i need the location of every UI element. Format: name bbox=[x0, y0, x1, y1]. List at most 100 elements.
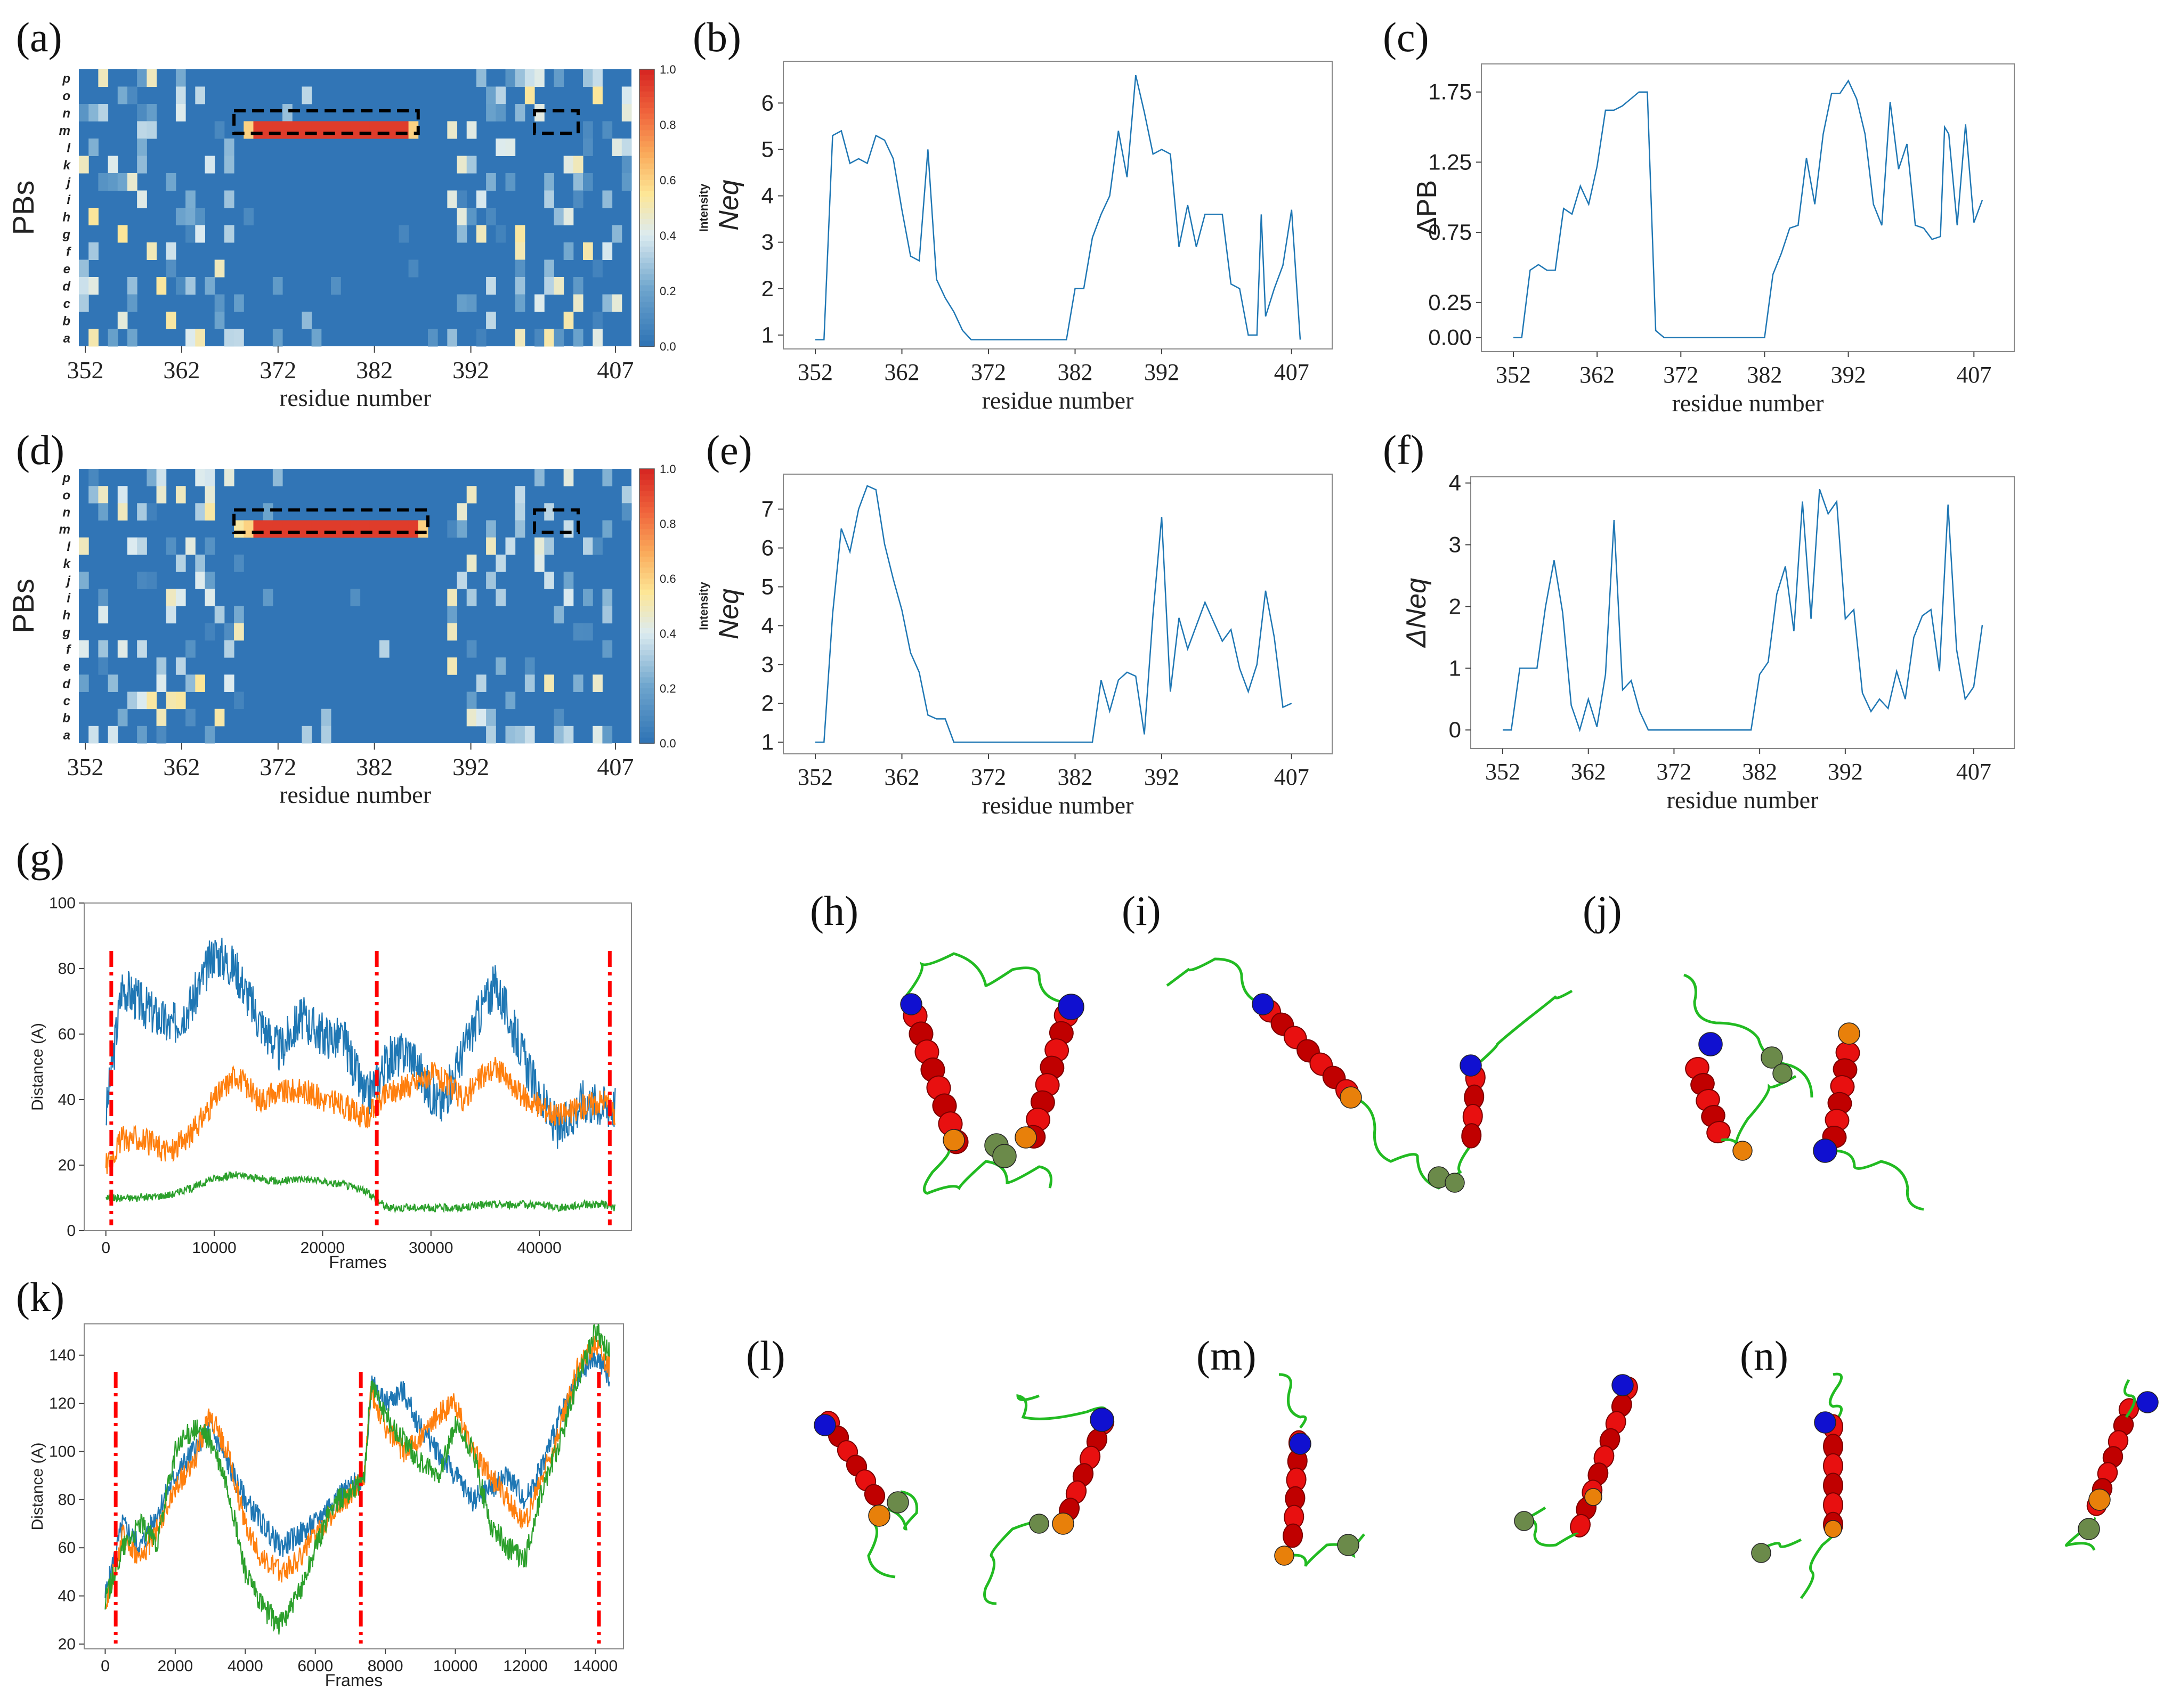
heatmap-cell bbox=[88, 208, 99, 225]
colorbar-segment bbox=[639, 682, 654, 689]
atom-blue bbox=[1813, 1138, 1837, 1163]
colorbar-segment bbox=[639, 704, 654, 711]
heatmap-cell bbox=[573, 623, 583, 641]
heatmap-cell bbox=[137, 726, 147, 744]
y-axis-label: PBs bbox=[6, 181, 40, 235]
heatmap-cell bbox=[292, 520, 302, 538]
colorbar-segment bbox=[639, 235, 654, 242]
heatmap-cell bbox=[573, 674, 583, 692]
colorbar-segment bbox=[639, 715, 654, 722]
heatmap-cell bbox=[205, 486, 215, 503]
x-tick-label: 362 bbox=[163, 356, 200, 384]
colorbar-segment bbox=[639, 639, 654, 645]
heatmap-cell bbox=[137, 156, 147, 174]
heatmap-cell bbox=[544, 537, 554, 555]
y-tick-label: b bbox=[62, 314, 70, 328]
heatmap-cell bbox=[234, 623, 244, 641]
heatmap-cell bbox=[117, 312, 128, 329]
heatmap-cell bbox=[583, 121, 593, 139]
heatmap-cell bbox=[224, 156, 234, 174]
coil bbox=[1166, 957, 1263, 1006]
y-tick-label: 1.25 bbox=[1428, 149, 1472, 174]
colorbar-segment bbox=[639, 628, 654, 634]
heatmap-cell bbox=[602, 520, 613, 538]
y-tick-label: d bbox=[62, 279, 71, 294]
y-tick-label: a bbox=[63, 331, 70, 346]
colorbar-segment bbox=[639, 677, 654, 684]
series-orange bbox=[105, 1056, 616, 1174]
heatmap-cell bbox=[593, 69, 603, 87]
colorbar-segment bbox=[639, 672, 654, 678]
heatmap-cell bbox=[331, 121, 341, 139]
heatmap-cell bbox=[205, 726, 215, 744]
heatmap-cell bbox=[166, 692, 176, 710]
heatmap-cell bbox=[593, 726, 603, 744]
heatmap-cell bbox=[447, 520, 458, 538]
y-tick-label: c bbox=[63, 297, 70, 311]
heatmap-cell bbox=[505, 692, 516, 710]
heatmap-cell bbox=[563, 589, 574, 606]
series-orange bbox=[105, 1336, 610, 1609]
heatmap-cell bbox=[544, 572, 554, 589]
coil bbox=[1800, 1532, 1836, 1599]
heatmap-cell bbox=[88, 139, 99, 156]
colorbar-segment bbox=[639, 269, 654, 275]
heatmap-cell bbox=[447, 623, 458, 641]
colorbar-segment bbox=[639, 241, 654, 247]
heatmap-cell bbox=[573, 156, 583, 174]
colorbar-segment bbox=[639, 130, 654, 136]
heatmap-cell bbox=[583, 69, 593, 87]
atom-orange bbox=[1015, 1126, 1037, 1149]
colorbar-segment bbox=[639, 174, 654, 181]
heatmap-cell bbox=[379, 121, 390, 139]
y-tick-label: 140 bbox=[49, 1347, 76, 1364]
colorbar-segment bbox=[639, 546, 654, 552]
panel-label-n: (n) bbox=[1740, 1332, 1788, 1379]
heatmap-cell bbox=[166, 537, 176, 555]
coil bbox=[879, 1490, 919, 1531]
y-tick-label: c bbox=[63, 694, 70, 709]
heatmap-cell bbox=[137, 139, 147, 156]
heatmap-cell bbox=[602, 242, 613, 260]
heatmap-cell bbox=[156, 486, 167, 503]
series-line bbox=[815, 75, 1301, 340]
heatmap-cell bbox=[321, 709, 331, 727]
y-tick-label: 7 bbox=[761, 497, 774, 522]
heatmap-cell bbox=[544, 329, 554, 347]
y-tick-label: 1 bbox=[1449, 655, 1461, 680]
heatmap-cell bbox=[399, 225, 409, 243]
colorbar-label: Intensity bbox=[697, 183, 710, 232]
heatmap-cell bbox=[175, 657, 186, 675]
heatmap-cell bbox=[515, 294, 525, 312]
colorbar-segment bbox=[639, 617, 654, 623]
heatmap-cell bbox=[350, 121, 361, 139]
heatmap-cell bbox=[195, 503, 206, 521]
colorbar-segment bbox=[639, 319, 654, 325]
colorbar-segment bbox=[639, 147, 654, 153]
heatmap-cell bbox=[583, 537, 593, 555]
heatmap-cell bbox=[573, 173, 583, 191]
y-tick-label: 4 bbox=[761, 613, 774, 638]
atom-olive bbox=[1761, 1046, 1783, 1069]
x-tick-label: 372 bbox=[1656, 759, 1691, 785]
coil bbox=[2124, 1379, 2136, 1418]
x-tick-label: 14000 bbox=[573, 1657, 618, 1675]
heatmap-cell bbox=[282, 121, 293, 139]
heatmap-cell bbox=[108, 156, 118, 174]
y-tick-label: 5 bbox=[761, 574, 774, 599]
heatmap-cell bbox=[515, 329, 525, 347]
atom-orange bbox=[1732, 1141, 1753, 1161]
heatmap-cell bbox=[466, 589, 477, 606]
colorbar-segment bbox=[639, 302, 654, 308]
atom-blue bbox=[1252, 993, 1274, 1015]
heatmap-cell bbox=[466, 121, 477, 139]
x-tick-label: 10000 bbox=[192, 1239, 236, 1257]
colorbar-segment bbox=[639, 727, 654, 733]
heatmap-cell bbox=[524, 674, 535, 692]
heatmap-cell bbox=[524, 69, 535, 87]
y-tick-label: 6 bbox=[761, 90, 774, 115]
x-axis-label: residue number bbox=[279, 384, 431, 411]
structure-i bbox=[1166, 957, 1573, 1193]
heatmap-cell bbox=[573, 190, 583, 208]
